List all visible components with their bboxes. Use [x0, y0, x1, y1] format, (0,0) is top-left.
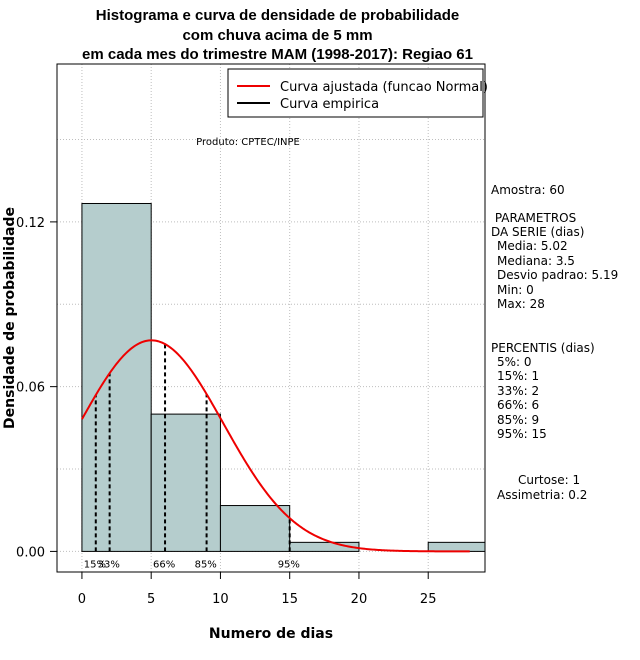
stat-param-title-2: DA SERIE (dias): [491, 225, 585, 239]
stat-media: Media: 5.02: [497, 239, 568, 253]
x-tick-label-2: 10: [212, 592, 229, 607]
stat-percentis-title: PERCENTIS (dias): [491, 341, 595, 355]
stat-mediana: Mediana: 3.5: [497, 254, 575, 268]
percentile-label-66: 66%: [153, 559, 175, 570]
stat-max: Max: 28: [497, 297, 545, 311]
stat-p85: 85%: 9: [497, 413, 540, 427]
stat-assimetria: Assimetria: 0.2: [497, 488, 588, 502]
stat-p5: 5%: 0: [497, 355, 532, 369]
y-tick-label-0: 0.00: [16, 545, 45, 560]
chart-title-line-1: Histograma e curva de densidade de proba…: [95, 7, 460, 24]
percentile-label-15: 15%: [84, 559, 106, 570]
stat-amostra: Amostra: 60: [491, 183, 565, 197]
stat-p33: 33%: 2: [497, 384, 540, 398]
stat-p66: 66%: 6: [497, 398, 540, 412]
percentile-label-95: 95%: [278, 559, 300, 570]
y-tick-label-1: 0.06: [16, 381, 45, 396]
legend-label-1: Curva empirica: [280, 97, 379, 112]
legend-label-0: Curva ajustada (funcao Normal): [280, 80, 488, 95]
chart-title-line-3: em cada mes do trimestre MAM (1998-2017)…: [82, 46, 473, 63]
stat-param-title-1: PARAMETROS: [491, 211, 577, 225]
histogram-bar-2: [219, 505, 291, 552]
stat-min: Min: 0: [497, 283, 534, 297]
normal-fit-curve: [81, 339, 470, 553]
histogram-bar-3: [289, 541, 360, 552]
x-tick-label-5: 25: [420, 592, 437, 607]
histogram-bar-1: [150, 413, 221, 552]
stat-desvio: Desvio padrao: 5.19: [497, 268, 619, 282]
histogram-bar-5: [427, 541, 486, 552]
x-tick-label-1: 5: [147, 592, 155, 607]
stat-curtose: Curtose: 1: [518, 473, 581, 487]
chart-title-line-2: com chuva acima de 5 mm: [182, 27, 373, 44]
percentile-label-33: 33%: [98, 559, 120, 570]
percentile-label-85: 85%: [195, 559, 217, 570]
x-tick-label-0: 0: [78, 592, 86, 607]
product-annotation: Produto: CPTEC/INPE: [196, 137, 300, 148]
legend-box: [227, 68, 484, 118]
x-axis-title: Numero de dias: [209, 626, 333, 642]
x-tick-label-4: 20: [351, 592, 368, 607]
stat-p15: 15%: 1: [497, 369, 540, 383]
histogram-bar-0: [81, 202, 152, 552]
stat-p95: 95%: 15: [497, 427, 547, 441]
x-tick-label-3: 15: [281, 592, 298, 607]
y-axis-title: Densidade de probabilidade: [2, 207, 18, 429]
y-tick-label-2: 0.12: [16, 216, 45, 231]
